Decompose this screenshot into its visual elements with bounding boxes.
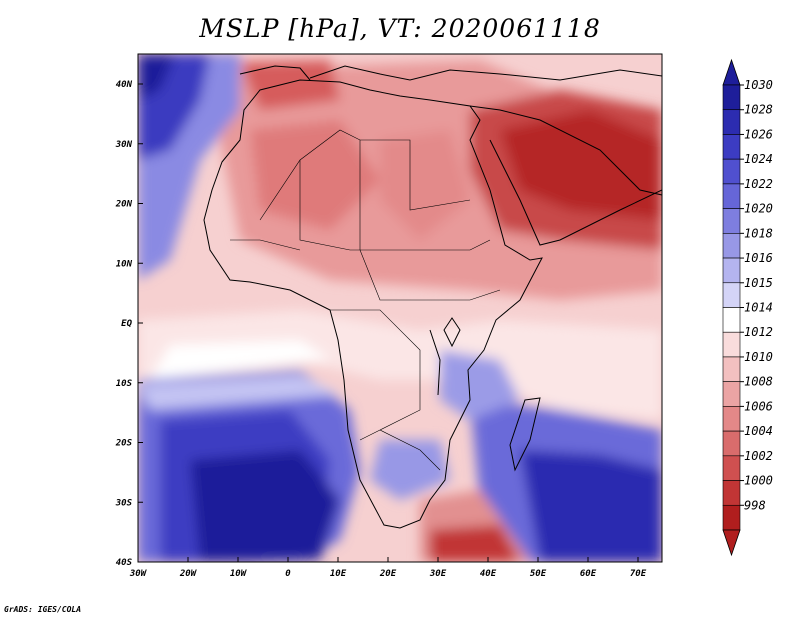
lon-tick-label: 70E — [630, 569, 647, 579]
colorbar-swatch — [722, 430, 741, 457]
lat-tick-label: EQ — [121, 319, 132, 329]
colorbar-label: 1006 — [744, 399, 773, 413]
colorbar-swatch — [722, 134, 741, 160]
coastlines — [203, 65, 662, 529]
colorbar-label: 1015 — [744, 276, 773, 290]
lon-tick-label: 20W — [179, 569, 198, 579]
colorbar-top-arrow — [722, 58, 741, 86]
colorbar-label: 1010 — [744, 350, 773, 364]
colorbar-swatch — [722, 381, 741, 407]
lon-tick-label: 30E — [429, 569, 447, 579]
colorbar-label: 1024 — [744, 152, 773, 166]
colorbar-label: 1014 — [744, 301, 773, 315]
colorbar-label: 1020 — [744, 202, 773, 216]
colorbar-swatch — [722, 233, 741, 259]
colorbar-swatch — [722, 307, 741, 333]
lon-tick-label: 0 — [285, 569, 291, 579]
colorbar-label: 1008 — [744, 375, 773, 389]
lon-tick-label: 10W — [230, 569, 248, 579]
lon-tick-label: 30W — [129, 569, 148, 579]
country-borders — [230, 129, 501, 471]
colorbar-swatch — [722, 257, 741, 284]
lon-tick-label: 10E — [330, 569, 347, 579]
lon-tick-label: 50E — [530, 569, 547, 579]
lat-tick-label: 20N — [115, 200, 133, 210]
colorbar-label: 1002 — [744, 449, 773, 463]
lon-tick-label: 40E — [480, 569, 497, 579]
colorbar-swatch — [722, 158, 741, 185]
colorbar-label: 1004 — [744, 424, 773, 438]
colorbar-swatch — [722, 480, 741, 506]
lon-tick-label: 60E — [580, 569, 597, 579]
colorbar-label: 1012 — [744, 325, 773, 339]
colorbar-swatch — [722, 282, 741, 308]
lat-tick-label: 30S — [115, 498, 133, 508]
colorbar-swatch — [722, 84, 741, 111]
lat-tick-label: 20S — [115, 439, 133, 449]
colorbar-swatch — [722, 208, 741, 234]
colorbar-bottom-arrow — [722, 529, 741, 557]
lon-axis: 30W 20W 10W 0 10E 20E 30E 40E 50E 60E 70E — [129, 557, 647, 579]
map-frame — [137, 53, 663, 563]
lat-tick-label: 10S — [116, 379, 133, 389]
credit-text: GrADS: IGES/COLA — [4, 605, 82, 614]
colorbar-swatch — [722, 109, 741, 135]
pressure-field — [138, 54, 662, 562]
lat-tick-label: 30N — [115, 140, 133, 150]
colorbar-swatch — [722, 331, 741, 358]
colorbar-label: 1016 — [744, 251, 773, 265]
colorbar-label: 998 — [744, 498, 766, 512]
colorbar-label: 1026 — [744, 127, 773, 141]
colorbar-swatch — [722, 183, 741, 209]
colorbar: 1030 1028 1026 1024 1022 1020 1018 1016 1015 1014… — [722, 58, 773, 557]
map-title: MSLP [hPa], VT: 2020061118 — [199, 14, 601, 43]
colorbar-label: 1018 — [744, 226, 773, 240]
colorbar-label: 1030 — [744, 78, 773, 92]
lat-tick-label: 40N — [116, 80, 133, 90]
colorbar-swatch — [722, 406, 741, 432]
colorbar-label: 1022 — [744, 177, 773, 191]
colorbar-swatch — [722, 455, 741, 481]
lat-tick-label: 10N — [116, 259, 133, 269]
lat-tick-label: 40S — [116, 558, 133, 568]
lon-tick-label: 20E — [379, 569, 397, 579]
lat-axis: 40N 30N 20N 10N EQ 10S 20S 30S 40S — [115, 80, 143, 568]
colorbar-swatch — [722, 504, 741, 531]
colorbar-label: 1000 — [744, 474, 773, 488]
colorbar-swatch — [722, 356, 741, 382]
colorbar-label: 1028 — [744, 103, 773, 117]
